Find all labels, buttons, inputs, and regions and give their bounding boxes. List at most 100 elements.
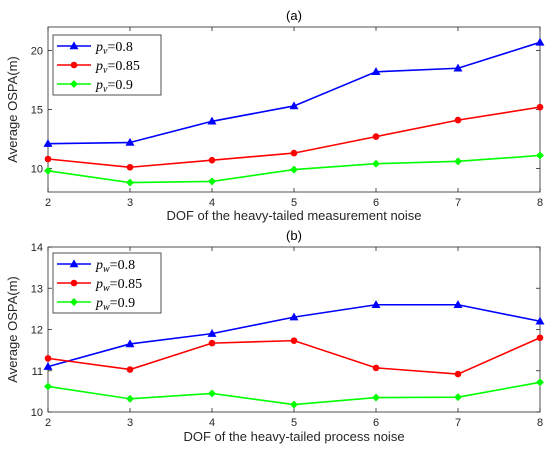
data-point	[125, 339, 135, 348]
data-point	[372, 133, 380, 140]
panel-title: (b)	[286, 228, 302, 243]
series-3	[44, 151, 544, 187]
legend-value: =0.85	[107, 59, 139, 74]
x-tick-label: 4	[209, 197, 215, 209]
legend-symbol: p	[95, 258, 103, 273]
legend-subscript: v	[103, 46, 108, 57]
data-point	[371, 300, 381, 309]
legend-marker	[70, 80, 78, 88]
legend-value: =0.8	[110, 258, 135, 273]
legend-label: pw=0.9	[95, 296, 135, 313]
legend-marker	[69, 41, 79, 50]
series-1	[43, 37, 545, 147]
x-tick-label: 8	[537, 197, 543, 209]
data-point	[372, 364, 380, 372]
chart-panel-1: (a) 2 3 4 5 6 7 8 10 15 20 DOF of the heavy-tailed …	[5, 8, 545, 223]
chart-panel-2: (b) 2 3 4 5 6 7 8 10 11 12 13 14 DOF of the heavy-tai…	[5, 228, 545, 444]
series-2	[44, 103, 544, 171]
legend-item: pw=0.9	[57, 296, 135, 313]
y-tick-label: 14	[31, 242, 43, 254]
legend-symbol: p	[95, 296, 103, 311]
legend-value: =0.9	[110, 296, 135, 311]
series-1	[43, 300, 545, 370]
x-tick-label: 8	[537, 417, 543, 429]
data-point	[125, 137, 135, 146]
legend-subscript: v	[103, 84, 108, 95]
data-point	[44, 382, 52, 391]
data-point	[290, 337, 298, 344]
legend-subscript: w	[103, 264, 110, 275]
data-point	[536, 103, 544, 111]
y-tick-label: 12	[31, 325, 43, 337]
legend-value: =0.8	[107, 40, 132, 55]
legend-item: pv=0.85	[57, 59, 140, 76]
data-point	[371, 67, 381, 76]
series-line	[47, 106, 541, 169]
legend-symbol: p	[95, 277, 103, 292]
data-point	[43, 139, 53, 147]
y-tick-label: 15	[31, 105, 43, 117]
legend-marker	[69, 259, 79, 268]
data-point	[535, 37, 545, 46]
legend-marker	[70, 61, 78, 69]
data-point	[453, 63, 463, 72]
data-point	[454, 157, 462, 166]
x-tick-label: 2	[45, 197, 51, 209]
data-point	[43, 362, 53, 370]
legend-item: pv=0.8	[57, 40, 133, 57]
x-tick-label: 6	[373, 417, 379, 429]
data-point	[208, 339, 216, 347]
legend-item: pv=0.9	[57, 78, 133, 95]
data-point	[44, 355, 52, 362]
x-tick-label: 5	[291, 197, 297, 209]
y-axis-label: Average OSPA(m)	[5, 276, 20, 382]
legend-symbol: p	[95, 59, 103, 74]
y-tick-label: 13	[31, 283, 43, 295]
data-point	[290, 400, 298, 409]
data-point	[372, 393, 380, 402]
data-point	[290, 165, 298, 174]
legend-marker	[70, 279, 78, 287]
x-tick-label: 6	[373, 197, 379, 209]
data-point	[44, 155, 52, 163]
legend-subscript: w	[103, 283, 110, 294]
data-point	[208, 156, 216, 164]
legend-label: pv=0.85	[95, 59, 140, 76]
y-axis-label: Average OSPA(m)	[5, 56, 20, 162]
x-tick-label: 4	[209, 417, 215, 429]
x-tick-label: 2	[45, 417, 51, 429]
x-tick-label: 7	[455, 417, 461, 429]
x-axis-label: DOF of the heavy-tailed measurement nois…	[166, 208, 421, 223]
y-tick-label: 10	[31, 407, 43, 419]
series-3	[44, 378, 544, 409]
legend-label: pw=0.8	[95, 258, 135, 275]
data-point	[208, 389, 216, 398]
data-point	[289, 312, 299, 321]
legend-marker	[70, 298, 78, 306]
legend-subscript: v	[103, 65, 108, 76]
legend-value: =0.9	[107, 78, 132, 93]
legend-value: =0.85	[110, 277, 142, 292]
data-point	[44, 166, 52, 175]
data-point	[126, 163, 134, 171]
y-tick-label: 11	[32, 366, 43, 378]
y-tick-label: 20	[31, 46, 43, 58]
panel-title: (a)	[286, 8, 302, 23]
data-point	[289, 101, 299, 110]
x-tick-label: 3	[127, 197, 133, 209]
data-point	[454, 116, 462, 124]
data-point	[126, 178, 134, 187]
data-point	[126, 366, 134, 373]
legend-label: pv=0.9	[95, 78, 133, 95]
legend-symbol: p	[95, 78, 103, 93]
legend-subscript: w	[103, 302, 110, 313]
data-point	[453, 300, 463, 309]
data-point	[372, 159, 380, 168]
y-tick-label: 10	[31, 163, 43, 175]
legend-item: pw=0.85	[57, 277, 142, 294]
data-point	[536, 378, 544, 387]
data-point	[454, 370, 462, 378]
data-point	[535, 316, 545, 325]
